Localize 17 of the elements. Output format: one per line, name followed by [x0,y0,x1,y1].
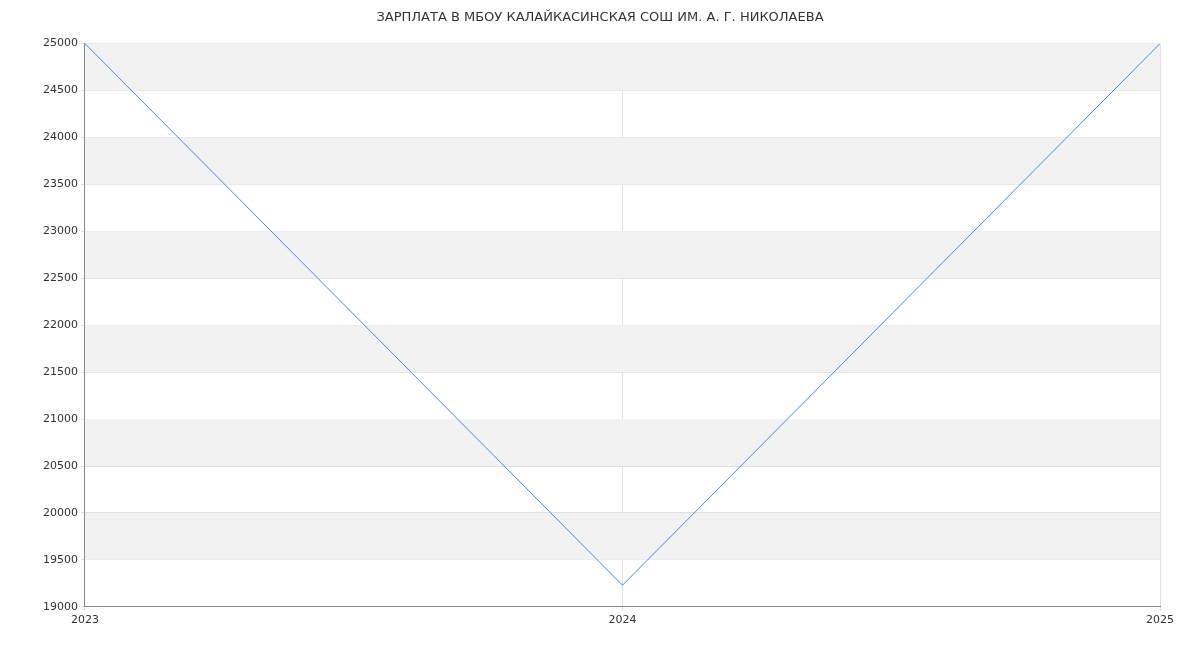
y-tick-label: 24000 [42,130,78,144]
y-tick-label: 23000 [42,224,78,238]
x-tick-label: 2025 [1146,613,1174,627]
y-tick-label: 20000 [42,505,78,519]
y-tick-label: 21000 [42,411,78,425]
y-tick-label: 23500 [42,177,78,191]
y-tick-label: 22500 [42,271,78,285]
y-tick-label: 25000 [42,36,78,50]
y-tick-label: 20500 [42,458,78,472]
x-tick-label: 2024 [608,613,637,627]
chart-title: ЗАРПЛАТА В МБОУ КАЛАЙКАСИНСКАЯ СОШ ИМ. А. Г. НИКОЛАЕВА [376,9,824,25]
y-tick-label: 19000 [42,599,78,613]
y-tick-label: 19500 [42,552,78,566]
y-tick-label: 22000 [42,318,78,332]
y-tick-label: 24500 [42,83,78,97]
x-tick-label: 2023 [70,613,99,627]
y-tick-label: 21500 [42,364,78,378]
